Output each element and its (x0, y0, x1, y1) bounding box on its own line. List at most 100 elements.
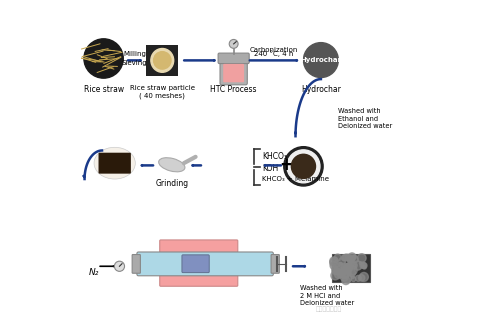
Circle shape (361, 263, 364, 266)
Text: KHCO₃ + Melamine: KHCO₃ + Melamine (262, 176, 329, 182)
Circle shape (360, 262, 366, 268)
Text: N₂: N₂ (89, 268, 99, 277)
FancyBboxPatch shape (132, 254, 140, 273)
Circle shape (342, 274, 352, 283)
Circle shape (287, 150, 320, 183)
FancyBboxPatch shape (182, 255, 209, 273)
Text: KHCO₃: KHCO₃ (262, 152, 287, 161)
Circle shape (84, 39, 123, 78)
Circle shape (352, 255, 356, 259)
Circle shape (338, 262, 342, 266)
Circle shape (360, 272, 368, 282)
Circle shape (348, 269, 356, 277)
Circle shape (338, 258, 346, 265)
Text: Hydrochar: Hydrochar (300, 57, 341, 63)
Circle shape (343, 254, 349, 260)
Text: 240 °C, 4 h: 240 °C, 4 h (254, 50, 294, 57)
Circle shape (334, 254, 341, 261)
FancyBboxPatch shape (223, 64, 244, 82)
Circle shape (342, 255, 348, 261)
Circle shape (353, 261, 362, 270)
Text: Rice straw particle
( 40 meshes): Rice straw particle ( 40 meshes) (130, 85, 195, 100)
Circle shape (342, 264, 349, 272)
Circle shape (342, 276, 350, 284)
FancyBboxPatch shape (137, 252, 273, 276)
Circle shape (358, 275, 365, 281)
Circle shape (351, 277, 356, 282)
Circle shape (355, 275, 361, 281)
Circle shape (346, 263, 353, 270)
Circle shape (344, 269, 348, 273)
Text: 材料分析与应用: 材料分析与应用 (316, 307, 342, 312)
FancyBboxPatch shape (271, 254, 279, 273)
Ellipse shape (94, 147, 135, 179)
Circle shape (332, 267, 339, 275)
Circle shape (349, 261, 352, 265)
Circle shape (337, 268, 340, 272)
Circle shape (347, 257, 354, 264)
Circle shape (346, 257, 348, 260)
FancyBboxPatch shape (160, 240, 238, 286)
Circle shape (338, 270, 342, 274)
FancyBboxPatch shape (98, 153, 131, 174)
Circle shape (337, 269, 345, 278)
Circle shape (331, 271, 340, 280)
Circle shape (332, 257, 337, 262)
Circle shape (349, 274, 351, 276)
Circle shape (330, 257, 338, 265)
FancyBboxPatch shape (218, 53, 249, 64)
Circle shape (114, 261, 124, 271)
Text: +: + (279, 156, 293, 174)
Circle shape (330, 259, 338, 267)
Circle shape (361, 263, 367, 268)
Circle shape (332, 266, 337, 271)
Text: Sieving: Sieving (122, 60, 147, 66)
Circle shape (350, 255, 358, 263)
Circle shape (284, 147, 323, 186)
Text: Grinding: Grinding (155, 179, 188, 188)
Text: Carbonization: Carbonization (250, 47, 298, 53)
Circle shape (347, 271, 351, 275)
Circle shape (338, 265, 340, 267)
Circle shape (339, 267, 345, 273)
Circle shape (350, 262, 357, 269)
FancyBboxPatch shape (146, 44, 178, 76)
Text: Washed with
Ethanol and
Deionized water: Washed with Ethanol and Deionized water (338, 108, 393, 129)
Circle shape (347, 255, 355, 263)
Circle shape (343, 264, 352, 273)
Circle shape (341, 255, 347, 260)
Circle shape (291, 154, 315, 178)
Text: Washed with
2 M HCl and
Deionized water: Washed with 2 M HCl and Deionized water (300, 285, 355, 306)
Circle shape (335, 270, 343, 278)
Circle shape (303, 43, 338, 77)
FancyBboxPatch shape (220, 60, 247, 85)
Circle shape (363, 266, 366, 269)
Circle shape (339, 262, 343, 267)
Text: KOH: KOH (262, 164, 278, 173)
Text: HTC Process: HTC Process (210, 85, 257, 94)
Circle shape (348, 266, 357, 275)
Ellipse shape (151, 49, 174, 72)
Text: Milling: Milling (123, 51, 146, 57)
Circle shape (357, 254, 366, 262)
Circle shape (341, 263, 348, 270)
Ellipse shape (159, 158, 185, 172)
Circle shape (330, 262, 338, 269)
Circle shape (348, 253, 356, 261)
Circle shape (348, 258, 353, 262)
FancyBboxPatch shape (332, 253, 370, 282)
Circle shape (340, 273, 348, 281)
Circle shape (340, 269, 349, 279)
Ellipse shape (154, 52, 171, 69)
Circle shape (229, 39, 238, 48)
Circle shape (360, 262, 362, 265)
Text: Hydrochar: Hydrochar (301, 85, 341, 94)
Circle shape (353, 264, 356, 267)
Circle shape (344, 264, 352, 272)
Circle shape (343, 269, 347, 273)
Circle shape (333, 271, 336, 273)
Circle shape (351, 276, 354, 279)
Circle shape (334, 267, 342, 275)
Circle shape (346, 254, 351, 260)
Text: Rice straw: Rice straw (84, 85, 124, 94)
